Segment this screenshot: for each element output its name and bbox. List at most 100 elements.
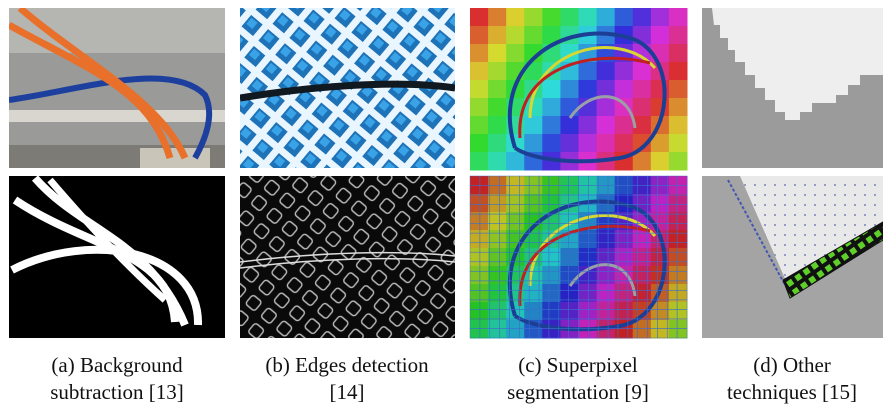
color-tile — [542, 116, 561, 135]
color-tile — [470, 266, 489, 285]
color-tile — [597, 230, 616, 249]
color-tile — [470, 212, 489, 231]
color-tile — [542, 134, 561, 153]
color-tile — [579, 134, 598, 153]
color-tile — [488, 248, 507, 267]
color-tile — [615, 248, 634, 267]
photo-cables — [9, 8, 225, 168]
color-tile — [506, 8, 525, 27]
color-tile — [470, 8, 489, 27]
color-tile — [488, 116, 507, 135]
color-tile — [669, 116, 688, 135]
color-tile — [651, 248, 670, 267]
color-tile — [669, 8, 688, 27]
caption: (b) Edges detection — [265, 353, 429, 377]
color-tile — [669, 44, 688, 63]
color-tile — [524, 8, 543, 27]
color-tile — [615, 62, 634, 81]
color-tile — [470, 134, 489, 153]
color-tile — [470, 230, 489, 249]
color-tile — [651, 320, 670, 339]
color-tile — [470, 194, 489, 213]
color-tile — [560, 248, 579, 267]
color-tile — [669, 320, 688, 339]
caption: techniques [15] — [727, 380, 857, 404]
figure: (a) Background subtraction [13] (b) Edges … — [0, 0, 885, 406]
color-tile — [651, 194, 670, 213]
color-tile — [488, 62, 507, 81]
color-tile — [633, 62, 652, 81]
color-tile — [470, 98, 489, 117]
color-tile — [524, 26, 543, 45]
color-tile — [542, 8, 561, 27]
color-tile — [669, 212, 688, 231]
color-tile — [669, 230, 688, 249]
color-tile — [669, 80, 688, 99]
color-tile — [615, 8, 634, 27]
color-tile — [560, 134, 579, 153]
color-tile — [579, 248, 598, 267]
color-tile — [560, 266, 579, 285]
color-tile — [651, 26, 670, 45]
color-tile — [488, 26, 507, 45]
color-tile — [524, 302, 543, 321]
color-tile — [560, 116, 579, 135]
photo-mesh — [240, 8, 455, 168]
mask — [9, 176, 225, 338]
color-tile — [488, 230, 507, 249]
caption: (a) Background — [51, 353, 183, 377]
caption: segmentation [9] — [507, 380, 649, 404]
color-tile — [615, 302, 634, 321]
color-tile — [470, 62, 489, 81]
color-tile — [470, 80, 489, 99]
color-tile — [542, 266, 561, 285]
color-tile — [651, 266, 670, 285]
color-tile — [470, 248, 489, 267]
color-tile — [488, 8, 507, 27]
color-tile — [542, 98, 561, 117]
color-tile — [579, 8, 598, 27]
caption: [14] — [330, 380, 365, 404]
color-tile — [633, 266, 652, 285]
edges — [240, 176, 455, 338]
color-tile — [615, 134, 634, 153]
color-tile — [633, 152, 652, 171]
color-tile — [597, 98, 616, 117]
caption: (c) Superpixel — [518, 353, 638, 377]
color-tile — [669, 302, 688, 321]
color-tile — [579, 62, 598, 81]
color-tile — [633, 80, 652, 99]
color-tile — [597, 62, 616, 81]
color-tile — [542, 80, 561, 99]
color-tile — [615, 116, 634, 135]
color-tile — [669, 134, 688, 153]
color-tile — [506, 212, 525, 231]
color-tile — [651, 98, 670, 117]
color-tile — [488, 302, 507, 321]
color-tile — [506, 152, 525, 171]
color-tile — [524, 194, 543, 213]
color-tile — [597, 8, 616, 27]
color-tile — [615, 80, 634, 99]
color-tile — [488, 152, 507, 171]
color-tile — [669, 248, 688, 267]
color-tile — [470, 116, 489, 135]
color-tile — [470, 26, 489, 45]
color-tile — [506, 44, 525, 63]
caption: subtraction [13] — [50, 380, 184, 404]
color-tile — [579, 302, 598, 321]
color-tile — [506, 26, 525, 45]
color-tile — [615, 230, 634, 249]
color-tile — [669, 62, 688, 81]
photo-colors — [470, 8, 688, 171]
color-tile — [669, 152, 688, 171]
superpixels — [470, 176, 688, 339]
color-tile — [597, 266, 616, 285]
color-tile — [488, 266, 507, 285]
color-tile — [524, 116, 543, 135]
color-tile — [506, 194, 525, 213]
color-tile — [488, 134, 507, 153]
color-tile — [669, 194, 688, 213]
color-tile — [651, 8, 670, 27]
color-tile — [488, 320, 507, 339]
